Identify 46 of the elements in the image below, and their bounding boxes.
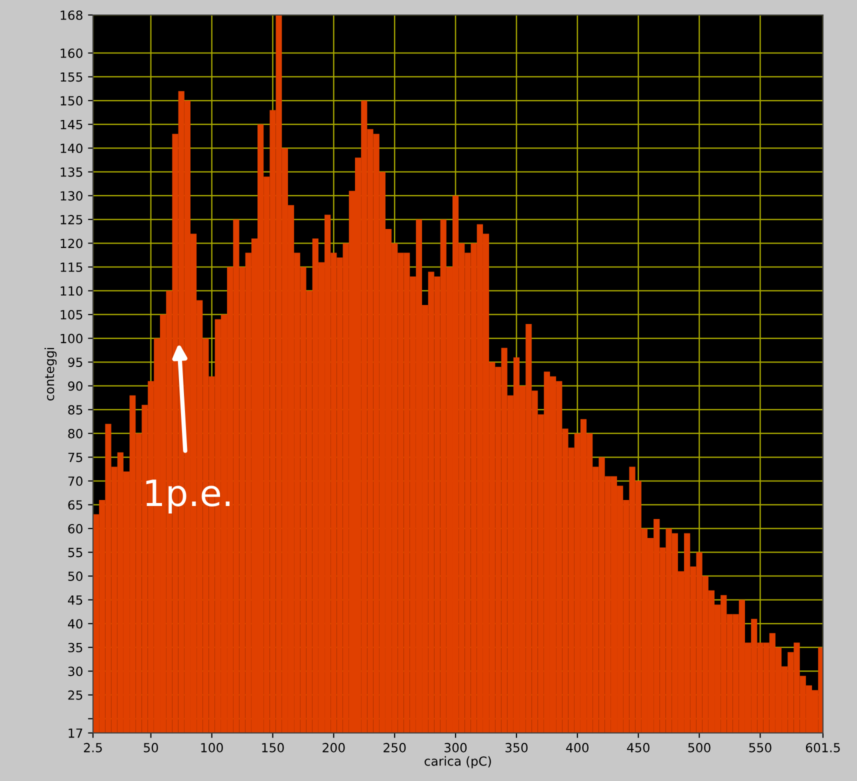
y-tick-label: 115 <box>60 262 82 272</box>
y-tick-label: 17 <box>68 728 82 738</box>
y-axis-title: conteggi <box>44 348 57 400</box>
y-tick-label: 145 <box>60 120 82 130</box>
x-tick-label: 550 <box>749 742 772 752</box>
y-tick-label: 110 <box>60 286 82 296</box>
y-tick-label: 70 <box>68 476 82 486</box>
y-tick-label: 160 <box>60 48 82 58</box>
x-tick-label: 50 <box>144 742 158 752</box>
y-tick-label: 85 <box>68 405 82 415</box>
x-tick-label: 601.5 <box>806 742 840 752</box>
x-tick-label: 450 <box>627 742 650 752</box>
y-tick-label: 50 <box>68 572 82 581</box>
y-tick-label: 65 <box>68 500 82 510</box>
y-tick-label: 105 <box>60 310 82 320</box>
y-tick-label: 55 <box>68 548 82 558</box>
y-tick-label: 75 <box>68 452 82 462</box>
y-tick-label: 90 <box>68 381 82 391</box>
y-tick-label: 130 <box>60 191 82 201</box>
x-tick-label: 350 <box>506 742 528 752</box>
x-tick-label: 300 <box>444 742 467 752</box>
y-tick-label: 100 <box>60 334 82 344</box>
x-tick-label: 250 <box>384 742 406 752</box>
y-tick-label: 155 <box>60 72 82 82</box>
x-tick-label: 400 <box>566 742 589 752</box>
y-tick-label: 135 <box>60 167 82 177</box>
y-tick-label: 80 <box>68 428 82 438</box>
x-tick-label: 500 <box>688 742 710 752</box>
x-axis-title: carica (pC) <box>424 756 491 768</box>
y-tick-label: 30 <box>68 666 82 676</box>
x-tick-label: 200 <box>322 742 345 752</box>
y-tick-label: 140 <box>60 144 82 154</box>
y-tick-label: 45 <box>68 595 82 605</box>
x-tick-label: 150 <box>262 742 284 752</box>
y-tick-label: 60 <box>68 524 82 534</box>
x-tick-label: 2.5 <box>84 742 102 752</box>
y-tick-label: 168 <box>60 10 82 20</box>
y-tick-label: 95 <box>68 358 82 368</box>
y-tick-label: 35 <box>68 642 82 652</box>
y-tick-label: 150 <box>60 96 82 106</box>
annotation: 1p.e. <box>146 480 230 514</box>
y-tick-label: 25 <box>68 690 82 700</box>
x-tick-label: 100 <box>201 742 223 752</box>
y-tick-label: 125 <box>60 214 82 224</box>
y-tick-label: 120 <box>60 238 82 248</box>
y-tick-label: 40 <box>68 619 82 629</box>
